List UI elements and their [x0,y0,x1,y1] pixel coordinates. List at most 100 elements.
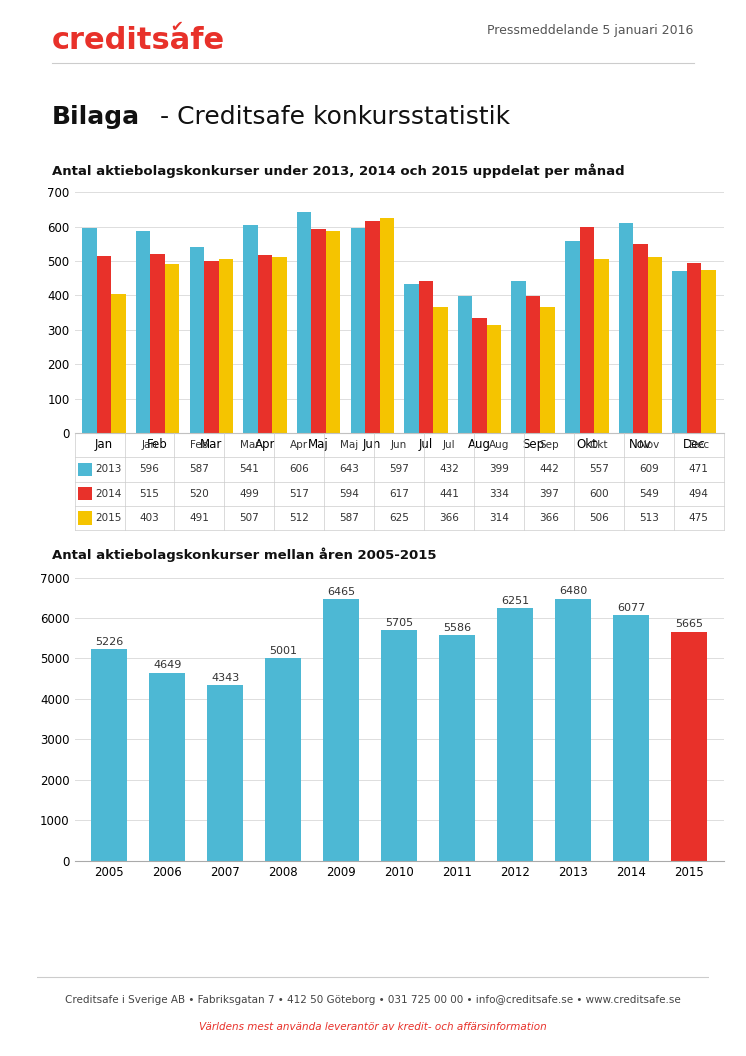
Text: 617: 617 [389,489,409,498]
Text: 5586: 5586 [443,623,471,633]
Bar [497,608,533,861]
Bar [526,297,540,433]
Bar [613,615,649,861]
Bar [633,244,648,433]
Bar [266,659,301,861]
Text: 600: 600 [589,489,609,498]
Bar [512,281,526,433]
Text: Apr: Apr [290,440,308,450]
Bar [487,325,501,433]
Text: 4649: 4649 [153,660,181,671]
Text: 471: 471 [689,465,709,474]
Bar [297,212,311,433]
Bar [648,257,662,433]
Text: 491: 491 [189,513,210,523]
Bar [472,318,487,433]
Text: 442: 442 [539,465,559,474]
Text: 334: 334 [489,489,509,498]
Text: Dec: Dec [689,440,709,450]
Text: Jun: Jun [391,440,407,450]
Text: 432: 432 [439,465,459,474]
Text: 515: 515 [140,489,160,498]
Text: 2013: 2013 [95,465,122,474]
Text: 366: 366 [539,513,559,523]
Text: 403: 403 [140,513,160,523]
Text: Antal aktiebolagskonkurser under 2013, 2014 och 2015 uppdelat per månad: Antal aktiebolagskonkurser under 2013, 2… [52,164,625,177]
Text: 314: 314 [489,513,509,523]
Text: Feb: Feb [190,440,209,450]
FancyBboxPatch shape [78,511,92,525]
Text: creditsafe: creditsafe [52,26,225,55]
Text: 5665: 5665 [675,620,703,629]
Bar [82,228,97,433]
Text: 520: 520 [189,489,210,498]
Text: 594: 594 [339,489,359,498]
Bar [439,635,475,861]
Text: 643: 643 [339,465,359,474]
Bar [311,229,326,433]
Text: 587: 587 [339,513,359,523]
Bar [419,281,433,433]
Bar [326,231,340,433]
FancyBboxPatch shape [78,487,92,501]
Text: 6465: 6465 [327,587,355,597]
Bar [671,631,706,861]
Text: 606: 606 [289,465,309,474]
Text: 499: 499 [239,489,260,498]
Bar [272,257,286,433]
Bar [92,649,128,861]
Text: 441: 441 [439,489,459,498]
Bar [258,256,272,433]
Bar [565,242,580,433]
Text: 541: 541 [239,465,260,474]
Text: 6077: 6077 [617,603,645,612]
Bar [380,218,394,433]
Text: 5226: 5226 [95,637,124,647]
Text: 557: 557 [589,465,609,474]
Text: - Creditsafe konkursstatistik: - Creditsafe konkursstatistik [151,106,510,130]
Text: 399: 399 [489,465,509,474]
Text: 2015: 2015 [95,513,122,523]
Bar [165,264,180,433]
Text: Antal aktiebolagskonkurser mellan åren 2005-2015: Antal aktiebolagskonkurser mellan åren 2… [52,548,436,562]
Bar [204,261,219,433]
Bar [618,224,633,433]
Text: Nov: Nov [639,440,659,450]
Text: 512: 512 [289,513,309,523]
Bar [540,307,555,433]
Bar [404,284,419,433]
Text: Sep: Sep [539,440,559,450]
Text: Aug: Aug [489,440,510,450]
Bar [219,259,233,433]
Text: Okt: Okt [589,440,608,450]
Text: 597: 597 [389,465,409,474]
Bar [189,247,204,433]
Text: 4343: 4343 [211,673,239,683]
Text: 2014: 2014 [95,489,122,498]
Text: 596: 596 [140,465,160,474]
FancyBboxPatch shape [78,463,92,476]
Text: 506: 506 [589,513,609,523]
Bar [433,307,448,433]
Bar [149,673,185,861]
Text: Mar: Mar [239,440,259,450]
Bar [381,630,417,861]
Bar [351,228,365,433]
Text: 5001: 5001 [269,646,297,656]
Bar [97,256,111,433]
Text: Jan: Jan [142,440,157,450]
Bar [555,599,591,861]
Text: 494: 494 [689,489,709,498]
Text: Pressmeddelande 5 januari 2016: Pressmeddelande 5 januari 2016 [487,24,694,37]
Text: 513: 513 [639,513,659,523]
Bar [111,295,126,433]
Text: 507: 507 [239,513,259,523]
Text: 397: 397 [539,489,559,498]
Bar [458,296,472,433]
Bar [580,227,594,433]
Text: ✔: ✔ [170,19,183,34]
Text: Jul: Jul [442,440,455,450]
Bar [687,263,701,433]
Text: Creditsafe i Sverige AB • Fabriksgatan 7 • 412 50 Göteborg • 031 725 00 00 • inf: Creditsafe i Sverige AB • Fabriksgatan 7… [65,995,681,1004]
Bar [136,231,151,433]
